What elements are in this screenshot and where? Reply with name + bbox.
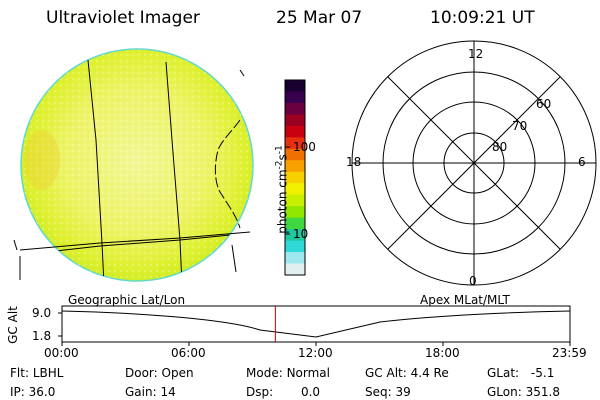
door-label: Door: — [125, 366, 158, 380]
colorbar-segment — [285, 91, 305, 104]
ip-label: IP: — [10, 385, 25, 399]
glat-value: -5.1 — [530, 366, 555, 380]
dsp-label: Dsp: — [246, 385, 274, 399]
colorbar-segment — [285, 80, 305, 93]
mlt-label-6: 6 — [578, 155, 586, 169]
info-dsp: Dsp: 0.0 — [246, 385, 320, 399]
colorbar-segment — [285, 252, 305, 265]
gain-value: 14 — [160, 385, 176, 399]
gc-alt-axis-label: GC Alt — [6, 306, 20, 344]
polar-plot — [351, 40, 597, 286]
gcalt-value: 4.4 Re — [410, 366, 449, 380]
gain-label: Gain: — [125, 385, 157, 399]
colorbar-segment — [285, 160, 305, 173]
door-value: Open — [161, 366, 194, 380]
xtick-2359: 23:59 — [552, 346, 587, 360]
mlt-label-18: 18 — [346, 155, 362, 169]
info-seq: Seq: 39 — [365, 385, 411, 399]
gcalt-label: GC Alt: — [365, 366, 407, 380]
instrument-title: Ultraviolet Imager — [46, 8, 200, 28]
info-glat: GLat: -5.1 — [487, 366, 554, 380]
colorbar — [284, 79, 306, 276]
ytick-9: 9.0 — [32, 306, 52, 320]
glon-value: 351.8 — [525, 385, 560, 399]
xtick-1200: 12:00 — [298, 346, 333, 360]
altitude-plot — [58, 305, 571, 346]
info-ip: IP: 36.0 — [10, 385, 55, 399]
uv-image-disk — [13, 48, 254, 282]
colorbar-tick-label-100: 100 — [293, 140, 316, 154]
mlt-label-12: 12 — [468, 47, 484, 61]
colorbar-segment — [285, 263, 305, 276]
colorbar-segment — [285, 137, 305, 150]
info-door: Door: Open — [125, 366, 194, 380]
seq-label: Seq: — [365, 385, 392, 399]
colorbar-segment — [285, 171, 305, 184]
mlt-label-0: 0 — [469, 274, 477, 288]
flt-label: Flt: — [10, 366, 29, 380]
unit-s: s — [275, 154, 290, 161]
geographic-label: Geographic Lat/Lon — [68, 293, 186, 307]
colorbar-segment — [285, 194, 305, 207]
lat-label-70: 70 — [512, 119, 528, 133]
info-gain: Gain: 14 — [125, 385, 176, 399]
unit-exp2: -1 — [274, 145, 285, 155]
info-flt: Flt: LBHL — [10, 366, 63, 380]
colorbar-segment — [285, 229, 305, 242]
colorbar-segment — [285, 114, 305, 127]
altitude-curve — [61, 310, 571, 338]
lat-label-60: 60 — [536, 97, 552, 111]
info-gcalt: GC Alt: 4.4 Re — [365, 366, 449, 380]
xtick-0000: 00:00 — [44, 346, 79, 360]
unit-photon: photon cm — [275, 169, 290, 234]
mode-label: Mode: — [246, 366, 283, 380]
apex-label: Apex MLat/MLT — [420, 293, 510, 307]
colorbar-segment — [285, 240, 305, 253]
info-mode: Mode: Normal — [246, 366, 330, 380]
flt-value: LBHL — [32, 366, 64, 380]
colorbar-frame — [284, 79, 306, 276]
info-glon: GLon: 351.8 — [487, 385, 560, 399]
xtick-0600: 06:00 — [171, 346, 206, 360]
colorbar-tick-label-10: 10 — [293, 227, 309, 241]
dsp-value: 0.0 — [300, 385, 321, 399]
colorbar-segment — [285, 148, 305, 161]
xtick-1800: 18:00 — [425, 346, 460, 360]
glon-label: GLon: — [487, 385, 522, 399]
time-label: 10:09:21 UT — [430, 8, 535, 28]
ytick-1-8: 1.8 — [32, 329, 52, 343]
mode-value: Normal — [286, 366, 330, 380]
seq-value: 39 — [395, 385, 411, 399]
lat-label-80: 80 — [492, 140, 508, 154]
colorbar-segment — [285, 206, 305, 219]
colorbar-segment — [285, 217, 305, 230]
colorbar-segment — [285, 102, 305, 116]
colorbar-segment — [285, 125, 305, 138]
ip-value: 36.0 — [28, 385, 56, 399]
unit-exp1: -2 — [274, 160, 285, 170]
glat-label: GLat: — [487, 366, 520, 380]
date-label: 25 Mar 07 — [276, 8, 363, 28]
colorbar-segment — [285, 183, 305, 196]
colorbar-unit-label: photon cm-2s-1 — [275, 120, 290, 260]
